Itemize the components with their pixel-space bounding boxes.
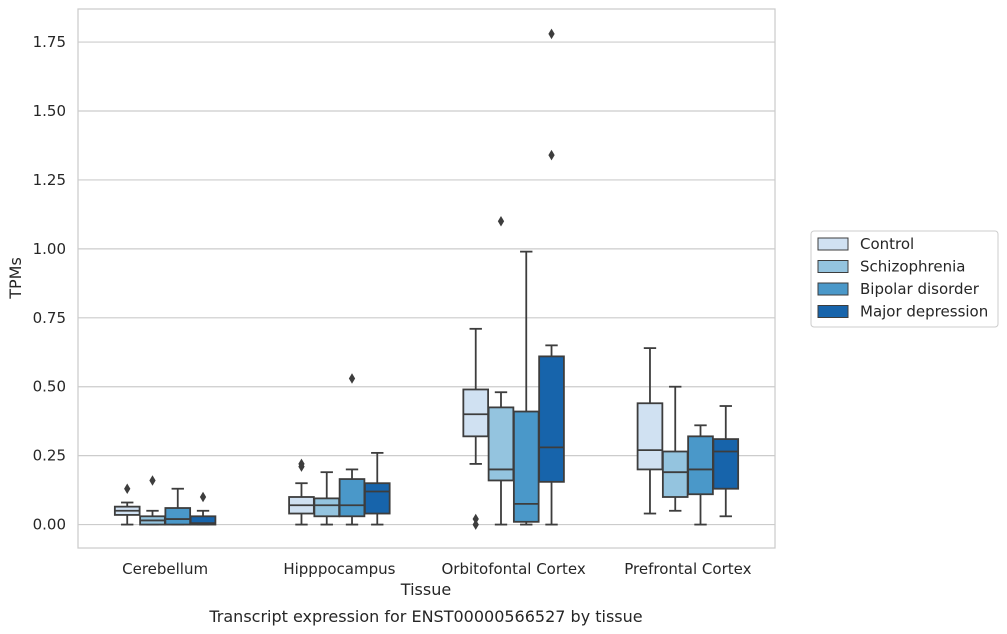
box xyxy=(363,482,391,515)
outlier-point xyxy=(497,216,505,227)
outlier-point xyxy=(472,519,479,530)
box-group xyxy=(538,28,565,526)
legend-label: Control xyxy=(860,235,914,253)
box-group xyxy=(712,405,740,518)
box-group xyxy=(313,471,341,526)
box xyxy=(189,515,217,526)
y-tick-label: 1.00 xyxy=(33,240,66,258)
y-tick-label: 0.00 xyxy=(33,516,66,534)
box xyxy=(313,497,341,518)
box xyxy=(512,410,540,523)
box xyxy=(687,435,714,496)
outlier-point xyxy=(298,458,305,470)
plot-frame xyxy=(77,8,776,549)
box-group xyxy=(487,216,515,526)
y-tick-label: 0.25 xyxy=(33,447,66,465)
box-group xyxy=(687,424,714,526)
box-group xyxy=(636,347,664,515)
y-tick-label: 0.75 xyxy=(33,309,66,327)
outlier-point xyxy=(348,373,356,384)
x-tick-label: Orbitofontal Cortex xyxy=(442,560,586,578)
chart-title: Transcript expression for ENST0000056652… xyxy=(208,607,642,626)
outlier-point xyxy=(124,483,131,494)
legend-label: Bipolar disorder xyxy=(860,280,980,298)
box xyxy=(712,438,740,490)
y-axis-label: TPMs xyxy=(6,257,25,300)
x-tick-label: Hipppocampus xyxy=(283,560,395,578)
box-group xyxy=(363,451,391,526)
box-group xyxy=(338,373,366,526)
y-tick-labels: 0.00 0.25 0.50 0.75 1.00 1.25 1.50 1.75 xyxy=(33,33,66,533)
x-tick-labels: Cerebellum Hipppocampus Orbitofontal Corte… xyxy=(122,560,751,578)
legend-label: Schizophrenia xyxy=(860,258,965,276)
outlier-point xyxy=(149,475,156,486)
box-group xyxy=(164,487,192,526)
box-group xyxy=(288,458,315,526)
legend-label: Major depression xyxy=(860,303,988,321)
box xyxy=(487,406,515,482)
box-group xyxy=(661,385,689,512)
box xyxy=(636,402,664,471)
y-tick-label: 1.50 xyxy=(33,102,66,120)
boxes xyxy=(113,28,740,530)
legend-swatch xyxy=(817,282,849,296)
x-tick-label: Prefrontal Cortex xyxy=(624,560,751,578)
x-axis-label: Tissue xyxy=(400,580,451,599)
x-tick-label: Cerebellum xyxy=(122,560,208,578)
box xyxy=(661,450,689,498)
legend-swatch xyxy=(817,305,849,318)
outlier-point xyxy=(548,149,555,161)
box-group xyxy=(189,491,217,526)
legend-swatch xyxy=(817,260,849,273)
y-tick-label: 1.25 xyxy=(33,171,66,189)
y-tick-label: 1.75 xyxy=(33,33,66,51)
legend-swatch xyxy=(817,237,849,251)
outlier-point xyxy=(548,28,555,40)
outlier-point xyxy=(199,491,207,503)
box xyxy=(538,355,565,483)
y-tick-label: 0.50 xyxy=(33,378,66,396)
legend: Control Schizophrenia Bipolar disorder Majo… xyxy=(810,230,999,328)
box-group xyxy=(512,250,540,526)
box-group xyxy=(113,483,141,526)
box xyxy=(462,388,490,438)
box xyxy=(338,478,366,518)
outlier-point xyxy=(472,513,479,525)
box xyxy=(164,507,192,526)
legend-frame xyxy=(810,230,999,328)
